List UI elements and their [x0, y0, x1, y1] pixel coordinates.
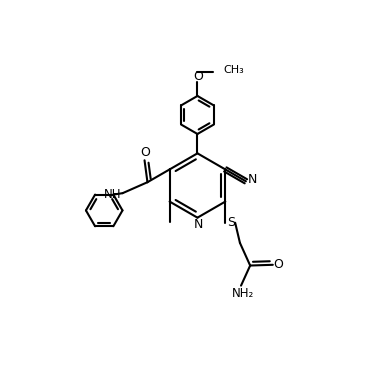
Text: O: O	[193, 70, 203, 83]
Text: CH₃: CH₃	[224, 65, 245, 75]
Text: N: N	[194, 219, 203, 232]
Text: O: O	[140, 146, 150, 159]
Text: NH₂: NH₂	[232, 287, 254, 300]
Text: N: N	[247, 173, 257, 186]
Text: NH: NH	[104, 188, 121, 201]
Text: O: O	[273, 258, 283, 271]
Text: S: S	[228, 216, 235, 229]
